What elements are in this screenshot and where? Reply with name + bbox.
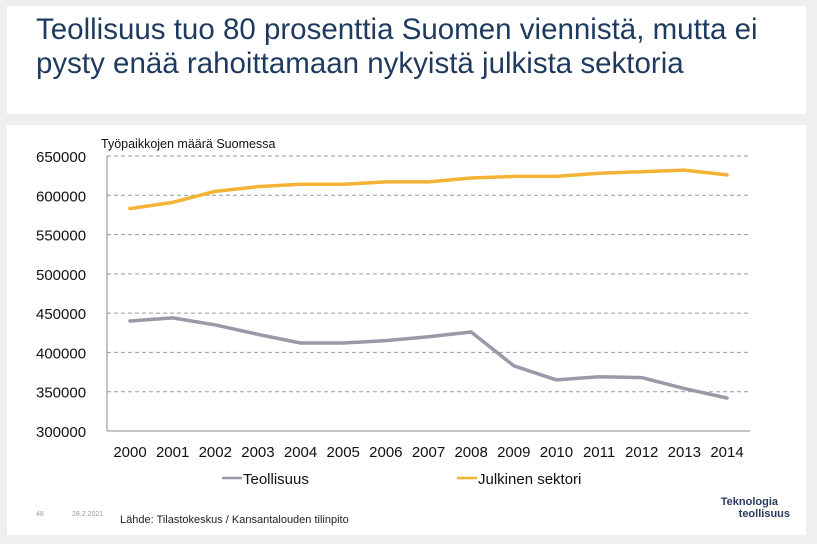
logo-line-1: Teknologia — [720, 496, 778, 508]
company-logo: Teknologia teollisuus — [690, 496, 790, 520]
slide-date: 28.2.2021 — [72, 511, 104, 518]
y-tick-label: 450000 — [36, 306, 86, 323]
y-tick-label: 300000 — [36, 424, 86, 441]
x-tick-label: 2011 — [583, 444, 615, 461]
x-tick-label: 2014 — [710, 444, 743, 461]
series-lines — [128, 168, 729, 400]
x-tick-label: 2001 — [156, 444, 189, 461]
gridlines — [107, 155, 750, 393]
chart-title: Työpaikkojen määrä Suomessa — [101, 137, 275, 151]
chart-panel — [7, 125, 806, 535]
y-tick-label: 550000 — [36, 228, 86, 245]
y-tick-label: 600000 — [36, 188, 86, 205]
logo-line-2: teollisuus — [738, 508, 790, 520]
x-tick-label: 2004 — [284, 444, 317, 461]
legend: Teollisuus Julkinen sektori — [222, 471, 581, 488]
x-tick-label: 2000 — [113, 444, 146, 461]
x-tick-label: 2003 — [241, 444, 274, 461]
x-tick-label: 2009 — [497, 444, 530, 461]
series-line-2 — [128, 168, 729, 211]
title-box: Teollisuus tuo 80 prosenttia Suomen vien… — [7, 6, 806, 114]
x-tick-label: 2012 — [625, 444, 658, 461]
x-axis: 2000 2001 2002 2003 2004 2005 2006 2007 2008 2009… — [107, 430, 750, 461]
x-tick-label: 2007 — [412, 444, 445, 461]
y-tick-label: 400000 — [36, 345, 86, 362]
x-tick-label: 2006 — [369, 444, 402, 461]
x-tick-label: 2013 — [668, 444, 701, 461]
slide-title: Teollisuus tuo 80 prosenttia Suomen vien… — [36, 13, 758, 80]
page-number: 48 — [36, 511, 44, 518]
x-tick-label: 2010 — [540, 444, 573, 461]
y-tick-label: 350000 — [36, 385, 86, 402]
y-tick-label: 650000 — [36, 149, 86, 166]
x-tick-label: 2008 — [454, 444, 487, 461]
legend-label: Teollisuus — [243, 471, 309, 488]
y-axis: 650000 600000 550000 500000 450000 400000 3500… — [36, 149, 108, 441]
y-tick-label: 500000 — [36, 267, 86, 284]
source-note: Lähde: Tilastokeskus / Kansantalouden ti… — [120, 514, 349, 526]
legend-label: Julkinen sektori — [478, 471, 581, 488]
x-tick-label: 2005 — [327, 444, 360, 461]
x-tick-label: 2002 — [199, 444, 232, 461]
series-line-1 — [128, 316, 729, 400]
